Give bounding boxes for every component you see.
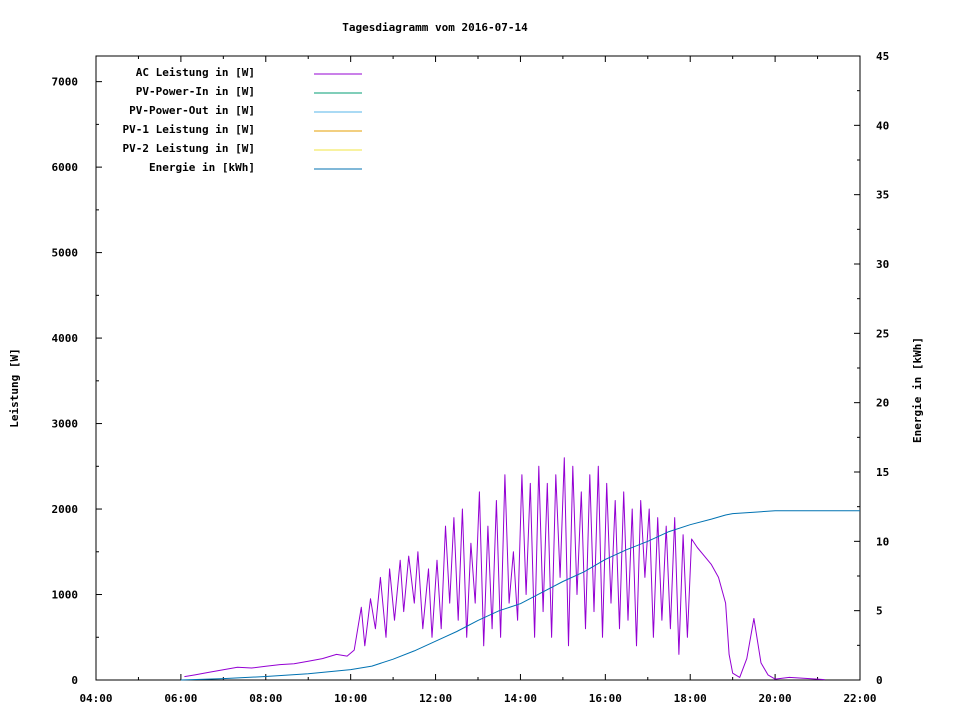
legend-label: Energie in [kWh] — [149, 161, 255, 174]
y2-tick-label: 35 — [876, 189, 889, 202]
y-axis-label: Leistung [W] — [8, 348, 21, 427]
y2-tick-label: 10 — [876, 535, 889, 548]
series-line — [184, 457, 825, 681]
x-tick-label: 14:00 — [504, 692, 537, 705]
y2-tick-label: 40 — [876, 119, 889, 132]
y2-tick-label: 15 — [876, 466, 889, 479]
y-tick-label: 2000 — [52, 503, 79, 516]
chart-title: Tagesdiagramm vom 2016-07-14 — [342, 21, 528, 34]
x-tick-label: 16:00 — [589, 692, 622, 705]
y-tick-label: 4000 — [52, 332, 79, 345]
x-tick-label: 18:00 — [674, 692, 707, 705]
y-tick-label: 5000 — [52, 247, 79, 260]
y2-axis-label: Energie in [kWh] — [911, 337, 924, 443]
y-tick-label: 7000 — [52, 76, 79, 89]
y-axis-right: 0 5 10 15 20 25 30 35 40 45 — [854, 50, 889, 687]
x-tick-label: 04:00 — [79, 692, 112, 705]
y2-tick-label: 0 — [876, 674, 883, 687]
y2-tick-label: 5 — [876, 605, 883, 618]
x-axis: 04:00 06:00 08:00 10:00 12:00 14:00 16:00 18:00… — [79, 56, 877, 705]
series-line — [180, 510, 860, 681]
series-layer — [180, 457, 860, 681]
x-tick-label: 12:00 — [419, 692, 452, 705]
legend-label: PV-2 Leistung in [W] — [123, 142, 255, 155]
y-axis-left: 0 1000 2000 3000 4000 5000 6000 7000 — [52, 76, 102, 687]
x-tick-label: 08:00 — [249, 692, 282, 705]
y-tick-label: 1000 — [52, 589, 79, 602]
y2-tick-label: 25 — [876, 327, 889, 340]
y-tick-label: 3000 — [52, 418, 79, 431]
y-tick-label: 0 — [71, 674, 78, 687]
legend: AC Leistung in [W] PV-Power-In in [W] PV-P… — [123, 66, 362, 174]
y2-tick-label: 30 — [876, 258, 889, 271]
x-tick-label: 22:00 — [843, 692, 876, 705]
y2-tick-label: 20 — [876, 397, 889, 410]
x-tick-label: 10:00 — [334, 692, 367, 705]
y2-tick-label: 45 — [876, 50, 889, 63]
legend-label: PV-Power-In in [W] — [136, 85, 255, 98]
legend-label: AC Leistung in [W] — [136, 66, 255, 79]
x-tick-label: 20:00 — [759, 692, 792, 705]
y-tick-label: 6000 — [52, 161, 79, 174]
x-tick-label: 06:00 — [164, 692, 197, 705]
legend-label: PV-1 Leistung in [W] — [123, 123, 255, 136]
legend-label: PV-Power-Out in [W] — [129, 104, 255, 117]
